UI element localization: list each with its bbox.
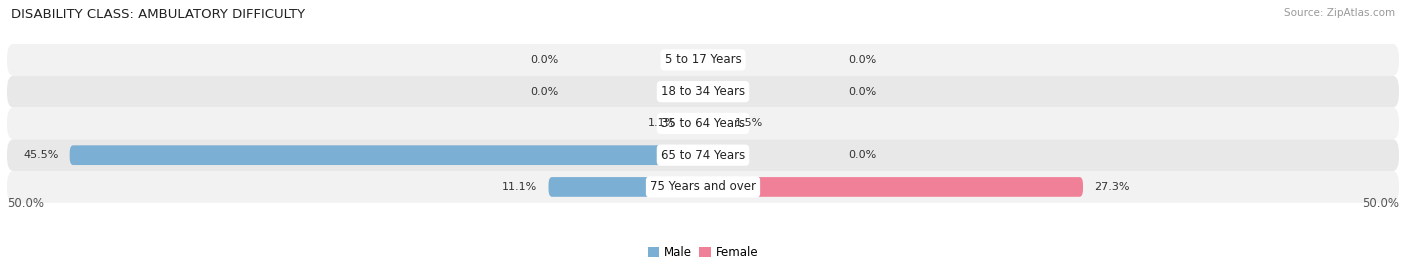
FancyBboxPatch shape — [7, 44, 1399, 76]
Text: 0.0%: 0.0% — [848, 150, 876, 160]
Text: 0.0%: 0.0% — [848, 55, 876, 65]
Text: 0.0%: 0.0% — [530, 87, 558, 97]
Text: 1.5%: 1.5% — [735, 118, 763, 128]
Text: 27.3%: 27.3% — [1094, 182, 1129, 192]
FancyBboxPatch shape — [703, 114, 724, 133]
Legend: Male, Female: Male, Female — [648, 246, 758, 259]
Text: 65 to 74 Years: 65 to 74 Years — [661, 149, 745, 162]
Text: DISABILITY CLASS: AMBULATORY DIFFICULTY: DISABILITY CLASS: AMBULATORY DIFFICULTY — [11, 8, 305, 21]
Text: 18 to 34 Years: 18 to 34 Years — [661, 85, 745, 98]
Text: 11.1%: 11.1% — [502, 182, 537, 192]
FancyBboxPatch shape — [70, 145, 703, 165]
Text: 50.0%: 50.0% — [7, 197, 44, 210]
Text: 0.0%: 0.0% — [530, 55, 558, 65]
FancyBboxPatch shape — [7, 108, 1399, 139]
Text: Source: ZipAtlas.com: Source: ZipAtlas.com — [1284, 8, 1395, 18]
FancyBboxPatch shape — [703, 177, 1083, 197]
FancyBboxPatch shape — [7, 139, 1399, 171]
Text: 50.0%: 50.0% — [1362, 197, 1399, 210]
Text: 35 to 64 Years: 35 to 64 Years — [661, 117, 745, 130]
Text: 0.0%: 0.0% — [848, 87, 876, 97]
FancyBboxPatch shape — [548, 177, 703, 197]
Text: 75 Years and over: 75 Years and over — [650, 180, 756, 193]
Text: 1.1%: 1.1% — [648, 118, 676, 128]
FancyBboxPatch shape — [7, 171, 1399, 203]
FancyBboxPatch shape — [688, 114, 703, 133]
Text: 45.5%: 45.5% — [22, 150, 59, 160]
FancyBboxPatch shape — [7, 76, 1399, 108]
Text: 5 to 17 Years: 5 to 17 Years — [665, 53, 741, 66]
